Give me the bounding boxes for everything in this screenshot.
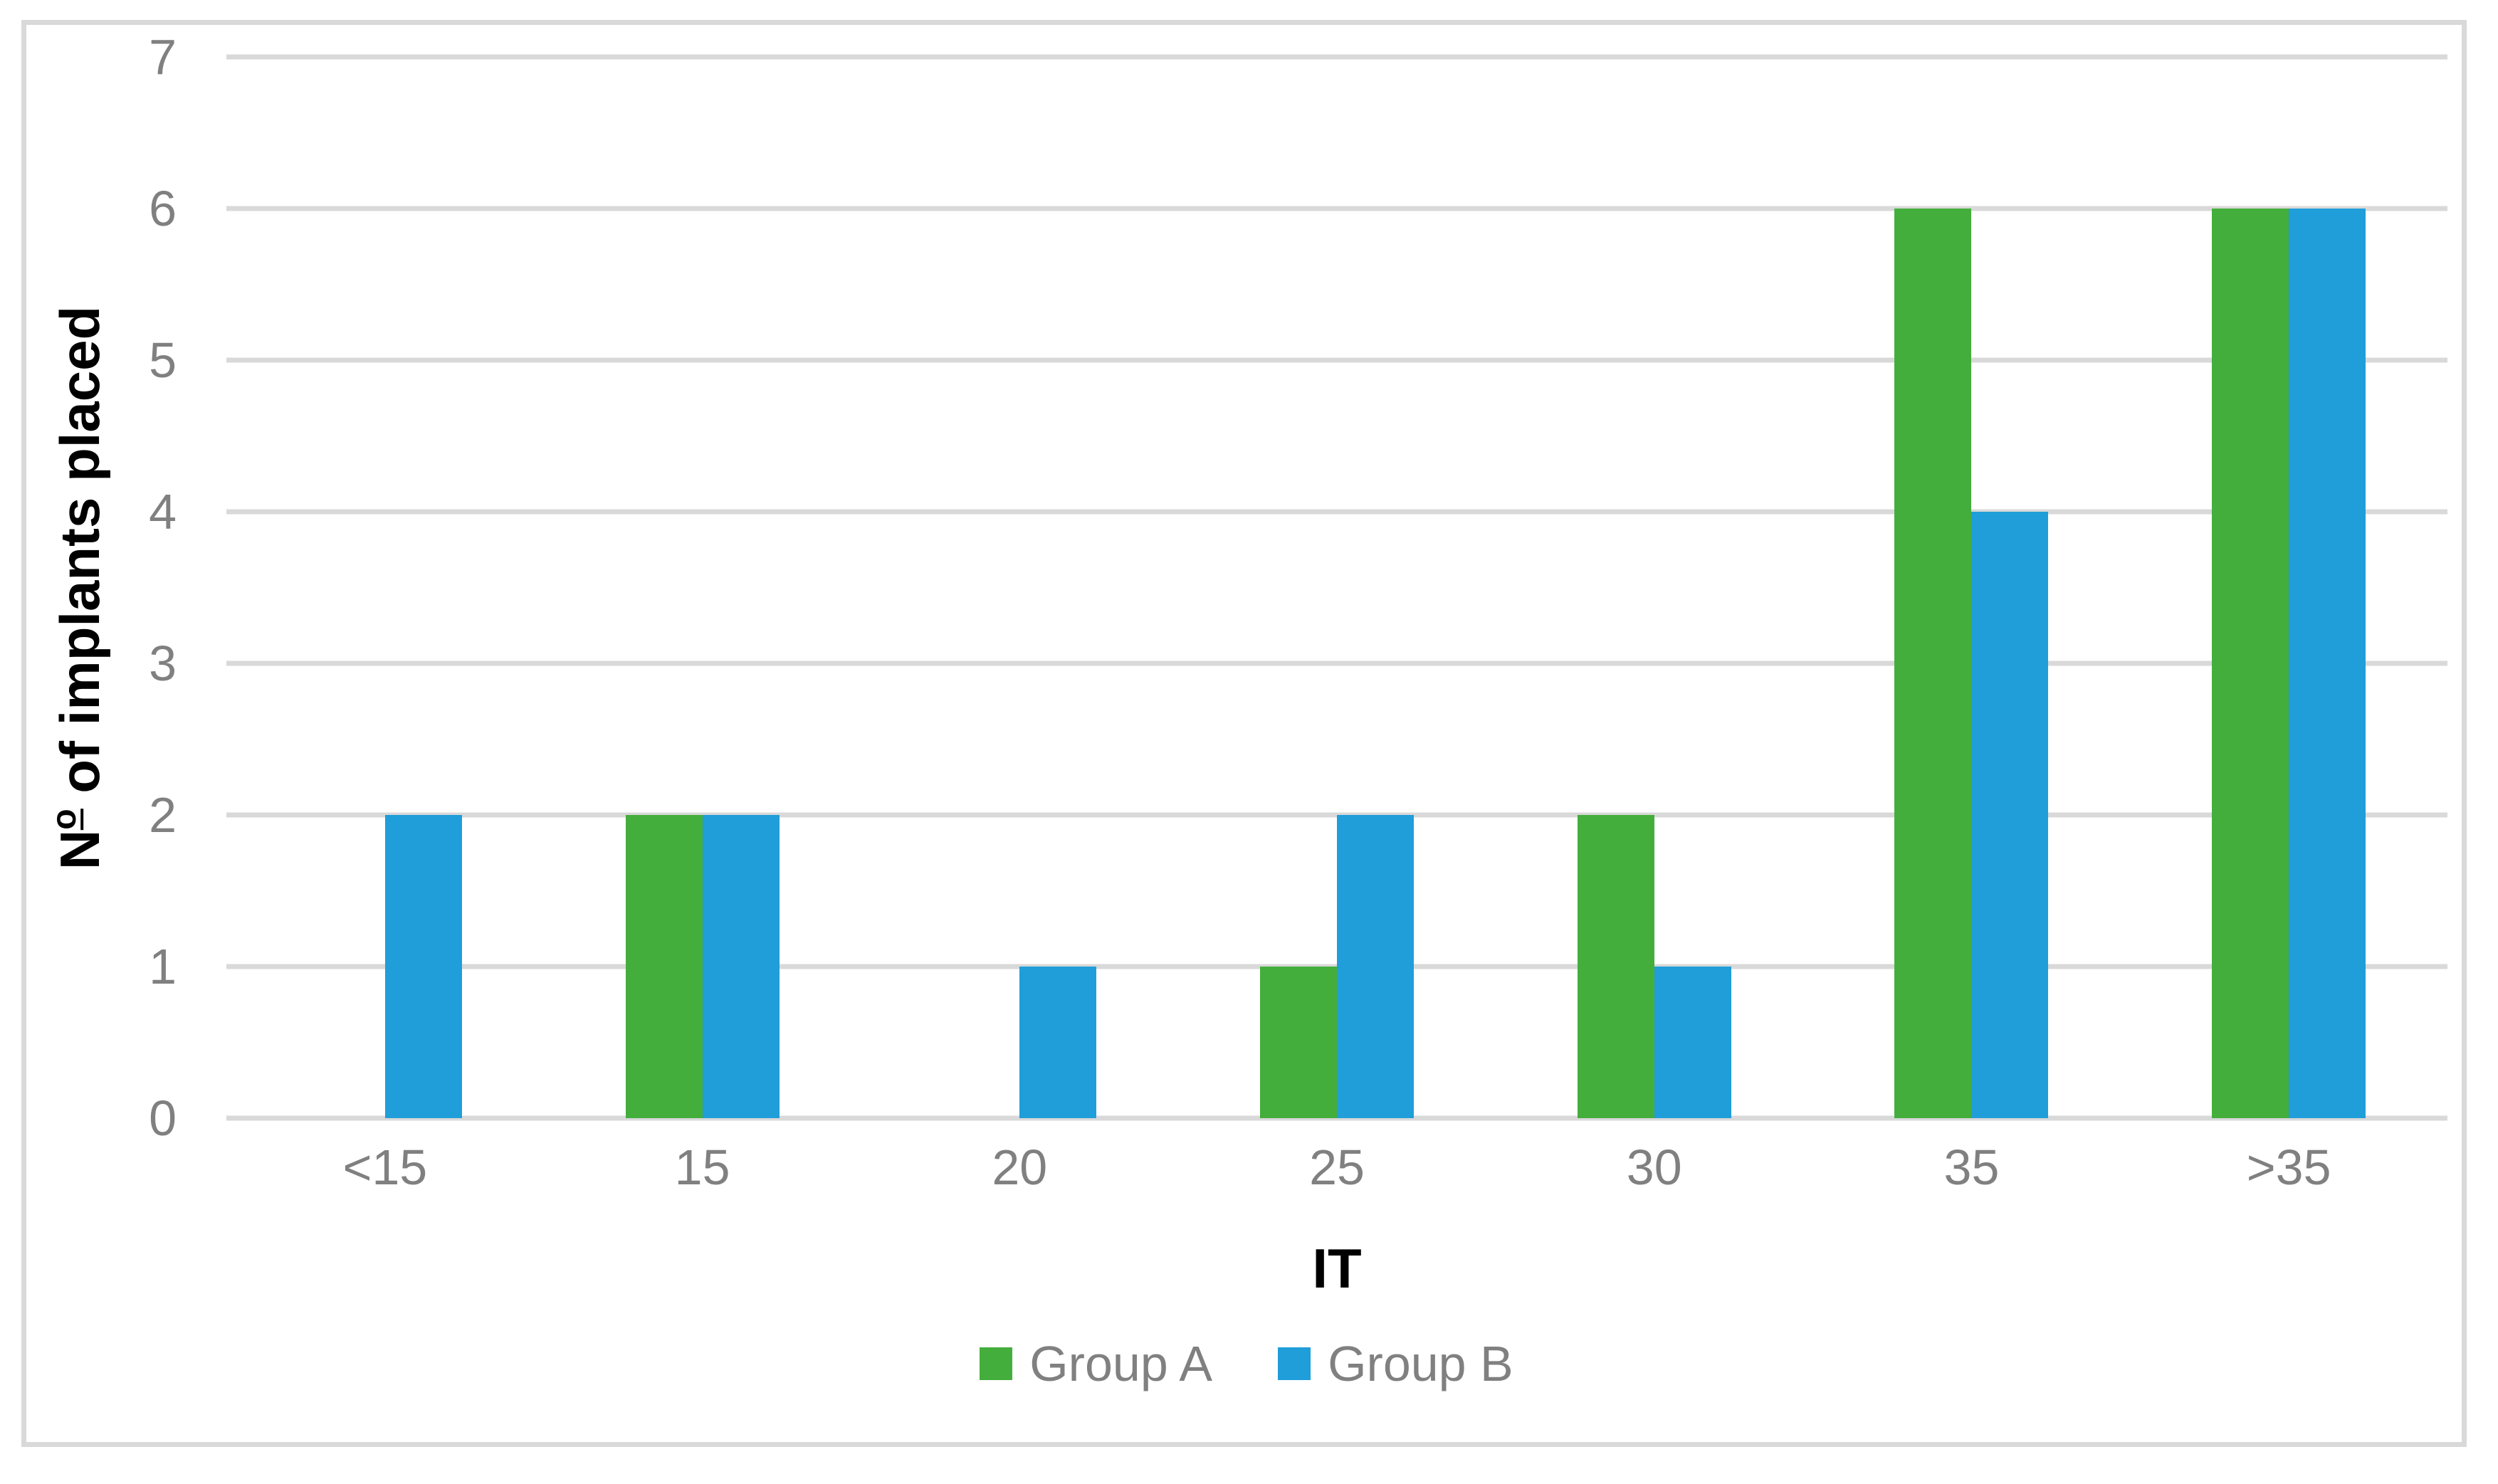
category-slot-20 bbox=[861, 57, 1178, 1118]
x-tick-label-30: 30 bbox=[1626, 1140, 1682, 1195]
x-tick-label-20: 20 bbox=[992, 1140, 1048, 1195]
bar-group-a-35 bbox=[1894, 209, 1972, 1118]
bar-group-b-20 bbox=[1019, 967, 1097, 1118]
gridline-y7 bbox=[226, 54, 2447, 60]
gridline-y5 bbox=[226, 357, 2447, 363]
legend-label: Group A bbox=[1029, 1336, 1213, 1391]
gridline-y3 bbox=[226, 661, 2447, 666]
bar-group-a-25 bbox=[1260, 967, 1338, 1118]
category-slot-25 bbox=[1178, 57, 1496, 1118]
bar-group-b-35 bbox=[1971, 512, 2049, 1118]
legend-item-group-b: Group B bbox=[1278, 1339, 1513, 1389]
bar-group-a-30 bbox=[1577, 815, 1654, 1118]
bar-group-b-<15 bbox=[384, 815, 462, 1118]
category-slot-<15 bbox=[226, 57, 544, 1118]
legend-item-group-a: Group A bbox=[980, 1339, 1212, 1389]
bar-group-b-25 bbox=[1337, 815, 1415, 1118]
legend-swatch-group-a bbox=[980, 1347, 1013, 1380]
legend-swatch-group-b bbox=[1278, 1347, 1311, 1380]
x-tick-label-25: 25 bbox=[1309, 1140, 1365, 1195]
ordinal-indicator: o bbox=[45, 809, 84, 830]
y-tick-label-5: 5 bbox=[149, 332, 177, 388]
x-tick-label-15: 15 bbox=[674, 1140, 730, 1195]
bar-group-b->35 bbox=[2289, 209, 2366, 1118]
bars-layer bbox=[226, 57, 2447, 1118]
gridline-y6 bbox=[226, 206, 2447, 211]
y-tick-label-2: 2 bbox=[149, 787, 177, 843]
figure-border bbox=[21, 20, 2467, 1447]
category-slot-35 bbox=[1813, 57, 2131, 1118]
bar-group-b-30 bbox=[1654, 967, 1731, 1118]
x-tick-label-35: 35 bbox=[1943, 1140, 2000, 1195]
chart-legend: Group A Group B bbox=[21, 1337, 2472, 1391]
x-axis-tick-labels: <15 15 20 25 30 35 >35 bbox=[226, 1142, 2447, 1192]
legend-label: Group B bbox=[1328, 1336, 1513, 1391]
y-tick-label-0: 0 bbox=[149, 1090, 177, 1146]
x-tick-label-<15: <15 bbox=[342, 1140, 428, 1195]
gridline-y4 bbox=[226, 509, 2447, 515]
gridline-y2 bbox=[226, 812, 2447, 818]
y-tick-label-3: 3 bbox=[149, 636, 177, 691]
category-slot-30 bbox=[1496, 57, 1813, 1118]
y-tick-label-7: 7 bbox=[149, 29, 177, 85]
y-tick-label-6: 6 bbox=[149, 181, 177, 236]
bar-group-b-15 bbox=[702, 815, 780, 1118]
bar-group-a-15 bbox=[625, 815, 703, 1118]
y-tick-label-4: 4 bbox=[149, 484, 177, 540]
y-axis-title: No of implants placed bbox=[45, 305, 111, 870]
category-slot-15 bbox=[544, 57, 861, 1118]
x-axis-title: IT bbox=[1312, 1237, 1362, 1300]
y-tick-label-1: 1 bbox=[149, 939, 177, 994]
gridline-y0 bbox=[226, 1115, 2447, 1121]
category-slot->35 bbox=[2130, 57, 2447, 1118]
x-tick-label->35: >35 bbox=[2246, 1140, 2331, 1195]
bar-group-a->35 bbox=[2212, 209, 2289, 1118]
plot-area: 0 1 2 3 4 5 6 7 bbox=[149, 32, 2447, 1143]
